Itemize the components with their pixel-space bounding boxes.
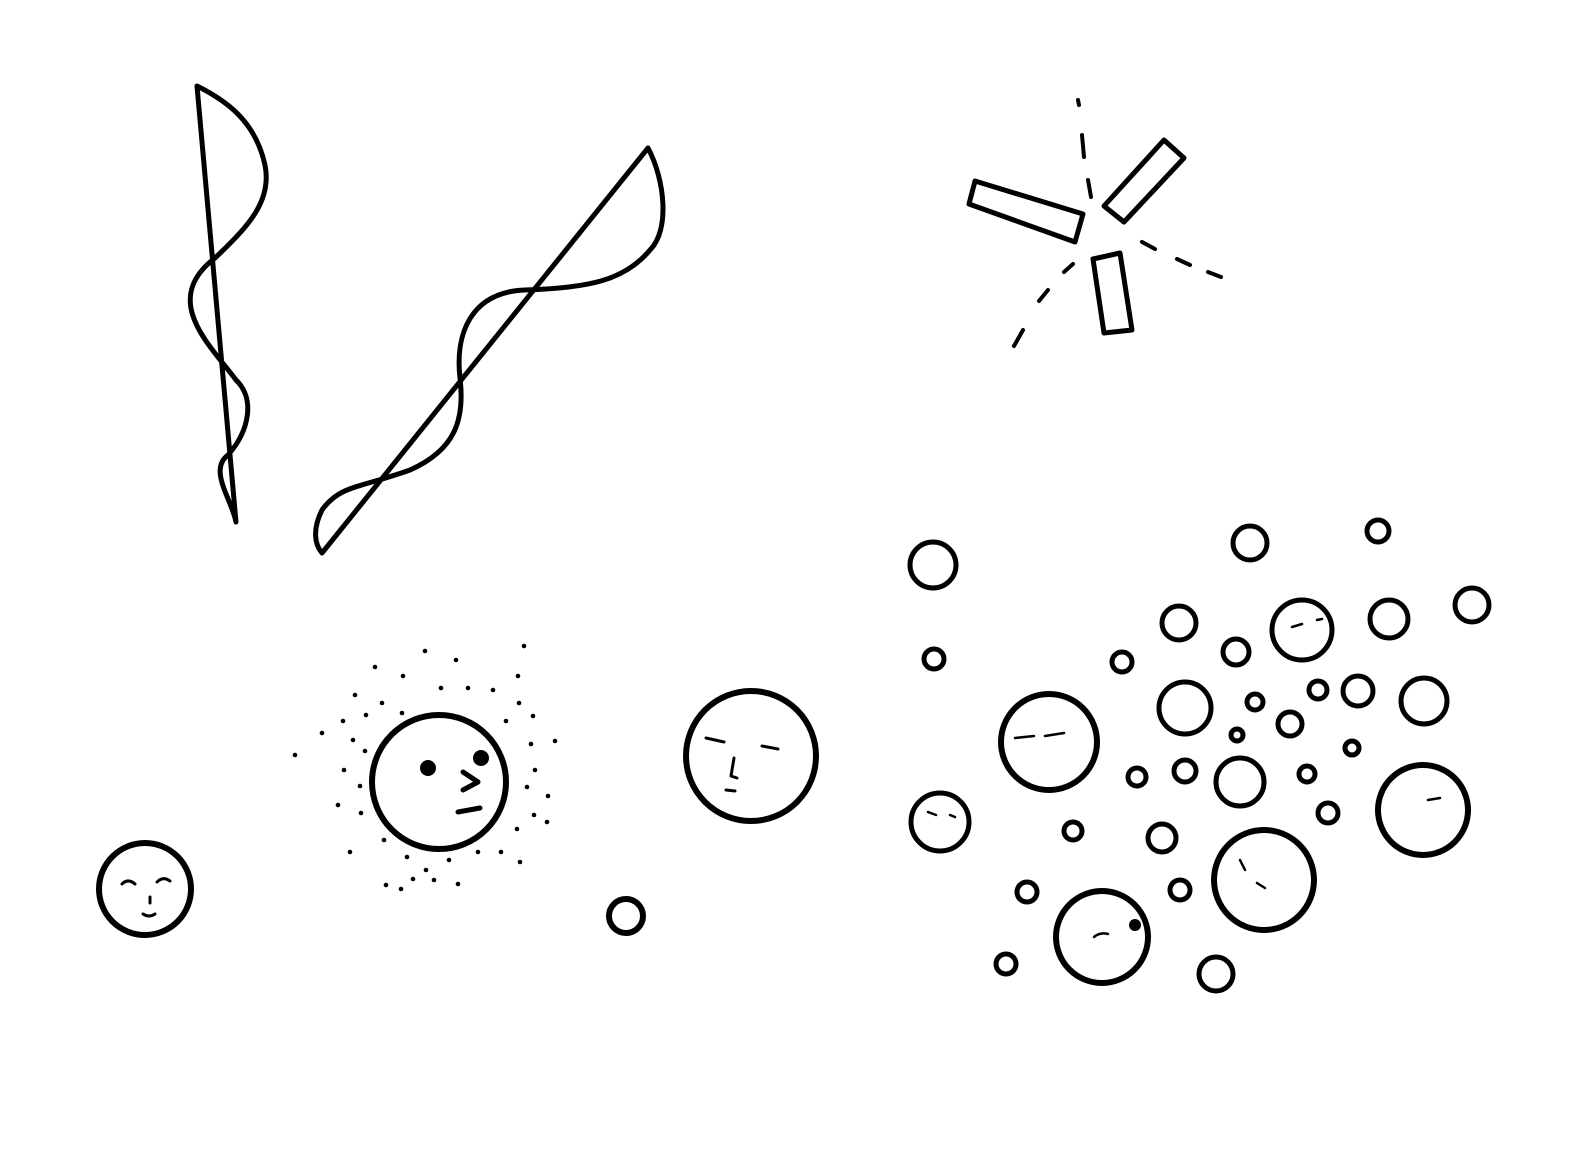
stipple-dot [423, 867, 429, 873]
bubble-cluster [907, 517, 1492, 994]
broken-rods [966, 98, 1223, 348]
bubble [1452, 585, 1492, 625]
stipple-dot [552, 738, 558, 744]
stipple-dot [335, 802, 341, 808]
bubble [1213, 755, 1267, 809]
bubble [1196, 954, 1236, 994]
stipple-dot [528, 741, 534, 747]
bubble [907, 539, 959, 591]
bubble [1125, 765, 1149, 789]
bubble [1228, 726, 1246, 744]
bubble [1230, 523, 1270, 563]
stipple-dot [410, 876, 416, 882]
stipple-dot [453, 657, 459, 663]
face-nose [460, 769, 481, 793]
bubble [1061, 819, 1085, 843]
stipple-dot [465, 685, 471, 691]
stipple-dot [516, 700, 522, 706]
stipple-dot [514, 826, 520, 832]
stipple-dot [455, 881, 461, 887]
bubble [1167, 877, 1193, 903]
bubble [921, 646, 947, 672]
stipple-dot [347, 849, 353, 855]
bubble [1342, 738, 1362, 758]
bubble [1398, 675, 1450, 727]
stipple-dot [530, 713, 536, 719]
stipple-dot [531, 812, 537, 818]
bubble [1269, 597, 1335, 663]
stipple-dot [358, 810, 364, 816]
bubble [1315, 800, 1341, 826]
bubble [1171, 757, 1199, 785]
stipple-dots [292, 643, 558, 892]
stipple-dot [532, 767, 538, 773]
stipple-dot [292, 752, 298, 758]
stipple-dot [521, 643, 527, 649]
stipple-dot [350, 737, 356, 743]
bubble [1211, 827, 1317, 933]
bubble [1296, 763, 1318, 785]
stipple-dot [372, 664, 378, 670]
stipple-dot [362, 748, 368, 754]
small-bubble [606, 896, 646, 936]
stipple-dot [363, 712, 369, 718]
stipple-dot [398, 886, 404, 892]
stipple-dot [545, 793, 551, 799]
halo-face [292, 643, 558, 892]
stipple-dot [381, 837, 387, 843]
bubble [908, 790, 972, 854]
face-large [683, 688, 819, 824]
bubble [1367, 597, 1411, 641]
stipple-dot [357, 783, 363, 789]
stipple-dot [352, 692, 358, 698]
bubble [1159, 603, 1199, 643]
stipple-dot [524, 784, 530, 790]
bubble [1275, 709, 1305, 739]
stipple-dot [341, 767, 347, 773]
stipple-dot [400, 673, 406, 679]
spark-lines [1012, 98, 1223, 348]
bubble [993, 951, 1019, 977]
stipple-dot [517, 859, 523, 865]
stipple-dot [383, 882, 389, 888]
bubble [1364, 517, 1392, 545]
stipple-dot [490, 687, 496, 693]
wavy-strand-left [187, 83, 269, 525]
stipple-dot [446, 857, 452, 863]
bubble [1109, 649, 1135, 675]
stipple-dot [544, 819, 550, 825]
stipple-dot [340, 718, 346, 724]
stipple-dot [319, 730, 325, 736]
face-mouth [455, 805, 483, 815]
bubble [1145, 821, 1179, 855]
bubble [1014, 879, 1040, 905]
stipple-dot [422, 648, 428, 654]
stipple-dot [431, 877, 437, 883]
bubble [998, 691, 1100, 793]
stipple-dot [379, 700, 385, 706]
bubble [1340, 673, 1376, 709]
bubble-faces [926, 617, 1442, 939]
stipple-dot [438, 685, 444, 691]
stipple-dot [503, 718, 509, 724]
stipple-dot [498, 849, 504, 855]
bubble [1220, 636, 1252, 668]
stipple-dot [399, 710, 405, 716]
bubble [1244, 691, 1266, 713]
stipple-dot [475, 849, 481, 855]
wavy-strand-right [313, 145, 666, 556]
bubble [1053, 888, 1151, 986]
bubble [1375, 762, 1471, 858]
face-small [96, 840, 194, 938]
face-eye [473, 750, 489, 766]
bubble [1306, 678, 1330, 702]
stipple-dot [515, 673, 521, 679]
stipple-dot [404, 854, 410, 860]
bubble [1156, 679, 1214, 737]
face-eye [420, 760, 436, 776]
